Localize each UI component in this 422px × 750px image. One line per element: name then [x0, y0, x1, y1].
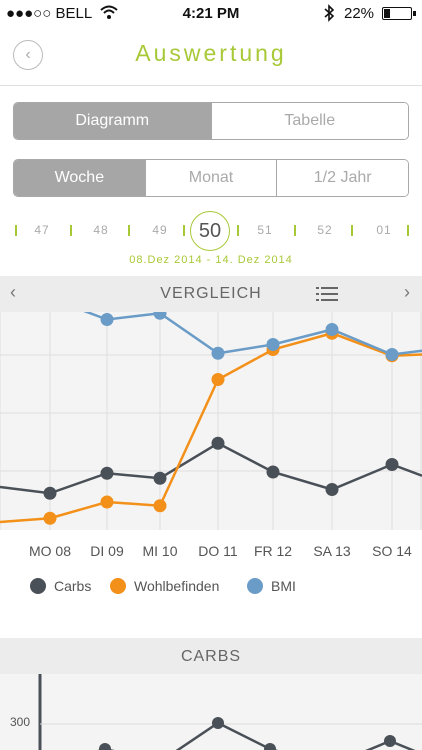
- tab-diagramm[interactable]: Diagramm: [14, 103, 211, 139]
- week-51[interactable]: 51: [257, 223, 273, 237]
- legend-dot-wohlbefinden: [110, 578, 126, 594]
- back-button[interactable]: ‹: [13, 40, 43, 70]
- data-point-wohlbefinden: [43, 511, 57, 525]
- carbs-point: [99, 743, 111, 750]
- series-line-bmi: [83, 312, 422, 356]
- week-tick: [183, 225, 185, 236]
- x-axis-label: FR 12: [253, 543, 293, 559]
- chevron-left-icon: ‹: [10, 282, 16, 302]
- bluetooth-icon: [323, 4, 335, 26]
- x-axis-label: SO 14: [372, 543, 412, 559]
- data-point-wohlbefinden: [153, 499, 167, 513]
- battery-percent: 22%: [344, 5, 375, 22]
- carbs-point: [212, 717, 224, 729]
- view-segmented-control: Diagramm Tabelle: [13, 102, 409, 140]
- carbs-chart-background: [0, 674, 422, 750]
- data-point-bmi: [211, 346, 225, 360]
- carrier-label: ●●●○○ BELL: [6, 5, 93, 22]
- carbs-title: CARBS: [180, 648, 242, 665]
- x-axis-label: SA 13: [313, 543, 351, 559]
- comparison-header: ‹ VERGLEICH ›: [0, 276, 422, 312]
- week-01[interactable]: 01: [376, 223, 392, 237]
- data-point-carbs: [43, 486, 57, 500]
- week-52[interactable]: 52: [317, 223, 333, 237]
- week-tick: [128, 225, 130, 236]
- chevron-left-icon: ‹: [25, 46, 31, 63]
- legend-dot-bmi: [247, 578, 263, 594]
- data-point-wohlbefinden: [100, 495, 114, 509]
- tab-tabelle[interactable]: Tabelle: [210, 103, 408, 139]
- data-point-wohlbefinden: [211, 373, 225, 386]
- data-point-carbs: [153, 471, 167, 485]
- carbs-header: CARBS: [0, 638, 422, 674]
- week-selector: 47 48 49 51 52 01: [0, 215, 422, 247]
- week-tick: [70, 225, 72, 236]
- chevron-right-icon: ›: [404, 282, 410, 302]
- week-tick: [294, 225, 296, 236]
- comparison-title: VERGLEICH: [160, 285, 262, 302]
- tab-monat[interactable]: Monat: [144, 160, 277, 196]
- selected-week[interactable]: 50: [190, 211, 230, 251]
- week-date-range: 08.Dez 2014 - 14. Dez 2014: [129, 254, 293, 266]
- legend-label-wohlbefinden: Wohlbefinden: [134, 578, 220, 594]
- list-menu-button[interactable]: [316, 286, 338, 302]
- data-point-bmi: [325, 323, 339, 336]
- carbs-point: [264, 743, 276, 750]
- data-point-bmi: [266, 338, 280, 351]
- legend-label-carbs: Carbs: [54, 578, 92, 594]
- data-point-carbs: [385, 458, 399, 471]
- data-point-carbs: [100, 466, 114, 480]
- period-segmented-control: Woche Monat 1/2 Jahr: [13, 159, 409, 197]
- x-axis-label: MI 10: [142, 543, 178, 559]
- status-bar: ●●●○○ BELL 4:21 PM 22%: [0, 0, 422, 28]
- wifi-icon: [100, 4, 118, 24]
- battery-icon: [382, 7, 416, 20]
- series-line-carbs: [0, 441, 422, 495]
- tab-woche[interactable]: Woche: [14, 160, 145, 196]
- clock: 4:21 PM: [182, 5, 240, 22]
- data-point-bmi: [385, 348, 399, 361]
- carbs-line: [97, 721, 416, 750]
- week-tick: [15, 225, 17, 236]
- data-point-carbs: [211, 436, 225, 450]
- carbs-chart: [38, 674, 422, 750]
- series-line-wohlbefinden: [0, 331, 422, 524]
- week-tick: [407, 225, 409, 236]
- week-49[interactable]: 49: [152, 223, 168, 237]
- x-axis-label: DI 09: [90, 543, 124, 559]
- comparison-line-chart: [0, 312, 422, 530]
- carbs-y-tick: 300: [10, 715, 31, 729]
- data-point-carbs: [266, 465, 280, 479]
- tab-halbjahr[interactable]: 1/2 Jahr: [276, 160, 408, 196]
- week-48[interactable]: 48: [93, 223, 109, 237]
- data-point-bmi: [100, 313, 114, 326]
- header-divider: [0, 85, 422, 86]
- page-title: Auswertung: [135, 40, 287, 66]
- legend-dot-carbs: [30, 578, 46, 594]
- x-axis-label: DO 11: [198, 543, 238, 559]
- week-47[interactable]: 47: [34, 223, 50, 237]
- data-point-bmi: [153, 312, 167, 320]
- next-week-button[interactable]: ›: [404, 282, 410, 303]
- legend-label-bmi: BMI: [271, 578, 296, 594]
- data-point-carbs: [325, 483, 339, 496]
- carbs-point: [384, 735, 396, 747]
- list-icon: [316, 287, 338, 301]
- week-tick: [237, 225, 239, 236]
- previous-week-button[interactable]: ‹: [10, 282, 16, 303]
- week-tick: [351, 225, 353, 236]
- x-axis-label: MO 08: [28, 543, 71, 559]
